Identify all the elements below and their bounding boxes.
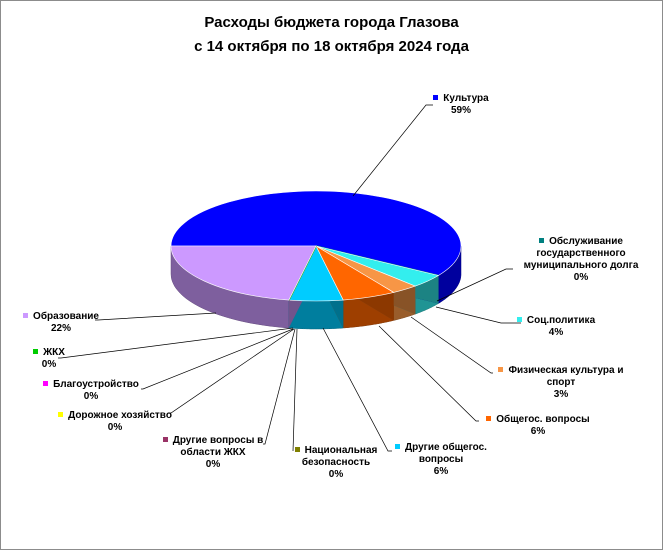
- pie-slice-11: [170, 245, 317, 301]
- leader-line-6: [292, 328, 298, 452]
- data-label-5: Другие общегос. вопросы 6%: [386, 442, 496, 478]
- label-name: государственного: [536, 248, 626, 259]
- legend-marker: [33, 349, 39, 354]
- label-name: Соц.политика: [526, 315, 596, 326]
- leader-line-0: [352, 104, 433, 197]
- label-name: Общегос. вопросы: [496, 414, 590, 425]
- legend-marker: [486, 416, 492, 421]
- label-name: Культура: [443, 93, 489, 104]
- data-label-1: Обслуживание государственного муниципально…: [501, 236, 661, 284]
- label-name: муниципального долга: [523, 260, 639, 271]
- label-name: Физическая культура и: [508, 365, 624, 376]
- legend-marker: [539, 238, 545, 243]
- data-label-4: Общегос. вопросы 6%: [473, 414, 603, 438]
- label-name: области ЖКХ: [180, 447, 246, 458]
- data-label-9: Благоустройство 0%: [31, 379, 151, 403]
- label-percent: 0%: [83, 391, 99, 402]
- leader-line-4: [378, 325, 479, 422]
- leader-line-5: [322, 327, 392, 452]
- data-label-7: Другие вопросы в области ЖКХ 0%: [153, 435, 273, 471]
- label-percent: 0%: [328, 469, 344, 480]
- data-label-6: Национальная безопасность 0%: [281, 445, 391, 481]
- label-percent: 22%: [50, 323, 71, 334]
- pie-slice-0: [170, 190, 462, 276]
- leader-line-7: [263, 328, 296, 445]
- chart-title-line-1: Расходы бюджета города Глазова: [204, 14, 459, 31]
- data-label-10: ЖКХ 0%: [19, 347, 79, 371]
- label-name: Другие вопросы в: [172, 435, 264, 446]
- leader-line-8: [168, 328, 295, 414]
- legend-marker: [395, 444, 401, 449]
- legend-marker: [498, 367, 504, 372]
- label-percent: 6%: [433, 466, 449, 477]
- data-label-2: Соц.политика 4%: [516, 315, 596, 339]
- label-percent: 6%: [530, 426, 546, 437]
- legend-marker: [433, 95, 439, 100]
- label-percent: 0%: [107, 422, 123, 433]
- label-name: Национальная: [304, 445, 378, 456]
- data-label-0: Культура 59%: [421, 93, 501, 117]
- leader-line-11: [95, 312, 217, 321]
- legend-marker: [516, 317, 522, 322]
- label-name: вопросы: [418, 454, 464, 465]
- chart-title-line-2: с 14 октября по 18 октября 2024 года: [194, 38, 469, 55]
- label-name: спорт: [546, 377, 576, 388]
- legend-marker: [162, 437, 168, 442]
- leader-line-3: [410, 316, 493, 374]
- leader-line-1: [436, 268, 513, 302]
- label-percent: 59%: [450, 105, 471, 116]
- label-percent: 0%: [41, 359, 57, 370]
- leader-line-2: [435, 306, 521, 324]
- leader-line-10: [58, 327, 294, 359]
- label-name: Благоустройство: [53, 379, 139, 390]
- legend-marker: [23, 313, 29, 318]
- label-name: Образование: [33, 311, 99, 322]
- label-name: Дорожное хозяйство: [68, 410, 172, 421]
- legend-marker: [43, 381, 49, 386]
- data-label-3: Физическая культура и спорт 3%: [486, 365, 636, 401]
- data-label-11: Образование 22%: [11, 311, 111, 335]
- label-name: Обслуживание: [549, 236, 623, 247]
- label-percent: 4%: [548, 327, 564, 338]
- label-percent: 0%: [573, 272, 589, 283]
- label-name: Другие общегос.: [405, 442, 487, 453]
- data-label-8: Дорожное хозяйство 0%: [47, 410, 183, 434]
- label-name: безопасность: [301, 457, 371, 468]
- leader-line-9: [141, 328, 294, 390]
- legend-marker: [58, 412, 64, 417]
- legend-marker: [294, 447, 300, 452]
- label-name: ЖКХ: [43, 347, 65, 358]
- label-percent: 3%: [553, 389, 569, 400]
- label-percent: 0%: [205, 459, 221, 470]
